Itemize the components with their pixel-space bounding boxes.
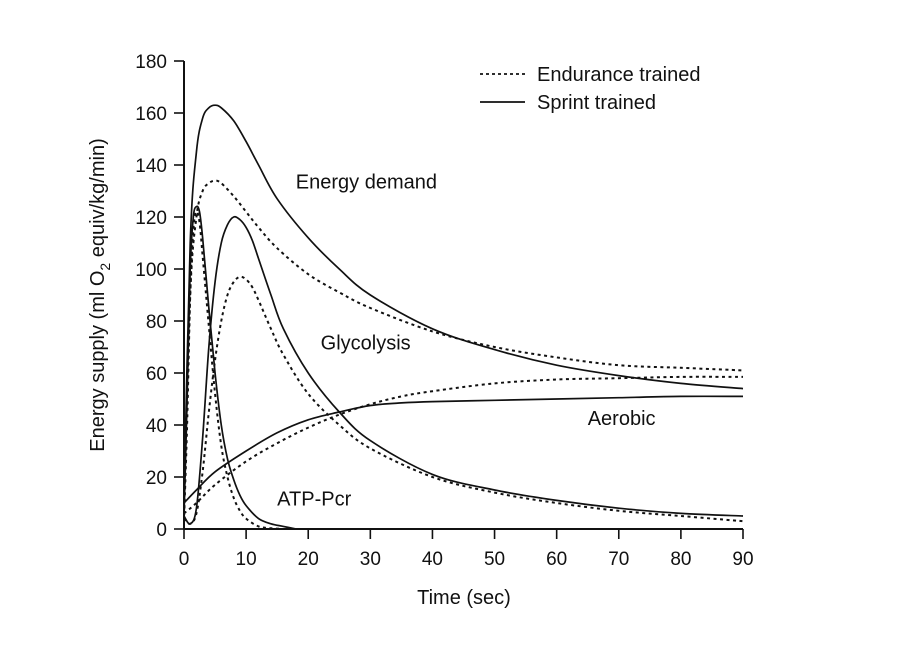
y-axis-title-subscript: 2 xyxy=(97,263,113,271)
x-tick-label: 50 xyxy=(484,549,505,570)
series-line-energy-demand-endurance-trained xyxy=(183,179,744,517)
y-tick-label: 0 xyxy=(156,520,167,541)
y-tick-label: 60 xyxy=(146,364,167,385)
y-tick-label: 140 xyxy=(135,156,167,177)
y-axis-title-suffix: equiv/kg/min) xyxy=(87,138,109,263)
y-axis-title-main: Energy supply (ml O xyxy=(87,271,109,452)
legend-label-sprint: Sprint trained xyxy=(537,92,656,114)
y-tick-label: 160 xyxy=(135,104,167,125)
x-tick-label: 30 xyxy=(360,549,381,570)
axes-layer xyxy=(183,61,743,530)
series-line-aerobic-sprint-trained xyxy=(183,395,744,504)
x-tick-label: 70 xyxy=(608,549,629,570)
series-line-glycolysis-sprint-trained xyxy=(183,215,744,525)
y-ticks: 0 20 40 60 80 100 120 140 160 180 xyxy=(135,52,184,541)
series-line-aerobic-endurance-trained xyxy=(183,375,744,515)
y-tick-label: 100 xyxy=(135,260,167,281)
annotation-glycolysis: Glycolysis xyxy=(321,333,411,355)
y-tick-label: 120 xyxy=(135,208,167,229)
x-tick-label: 20 xyxy=(298,549,319,570)
x-axis-title: Time (sec) xyxy=(417,587,511,609)
curves-layer xyxy=(183,104,744,530)
annotation-energy-demand: Energy demand xyxy=(296,171,437,193)
x-tick-label: 90 xyxy=(732,549,753,570)
x-tick-label: 60 xyxy=(546,549,567,570)
annotation-atp-pcr: ATP-Pcr xyxy=(277,489,351,511)
x-tick-label: 80 xyxy=(670,549,691,570)
annotation-aerobic: Aerobic xyxy=(588,408,656,430)
series-line-atp-pcr-sprint-trained xyxy=(183,205,296,530)
x-tick-label: 10 xyxy=(236,549,257,570)
series-line-glycolysis-endurance-trained xyxy=(183,275,744,525)
y-axis-title: Energy supply (ml O2 equiv/kg/min) xyxy=(87,138,113,451)
y-tick-label: 180 xyxy=(135,52,167,73)
x-tick-label: 0 xyxy=(179,549,190,570)
series-line-atp-pcr-endurance-trained xyxy=(183,210,284,530)
legend: Endurance trained Sprint trained xyxy=(480,64,700,114)
y-tick-label: 20 xyxy=(146,468,167,489)
x-tick-label: 40 xyxy=(422,549,443,570)
annotations: Energy demand Glycolysis Aerobic ATP-Pcr xyxy=(277,171,655,510)
series-line-energy-demand-sprint-trained xyxy=(183,104,744,504)
y-tick-label: 40 xyxy=(146,416,167,437)
x-ticks: 0 10 20 30 40 50 60 70 80 90 xyxy=(179,529,754,570)
y-tick-label: 80 xyxy=(146,312,167,333)
legend-label-endurance: Endurance trained xyxy=(537,64,700,86)
